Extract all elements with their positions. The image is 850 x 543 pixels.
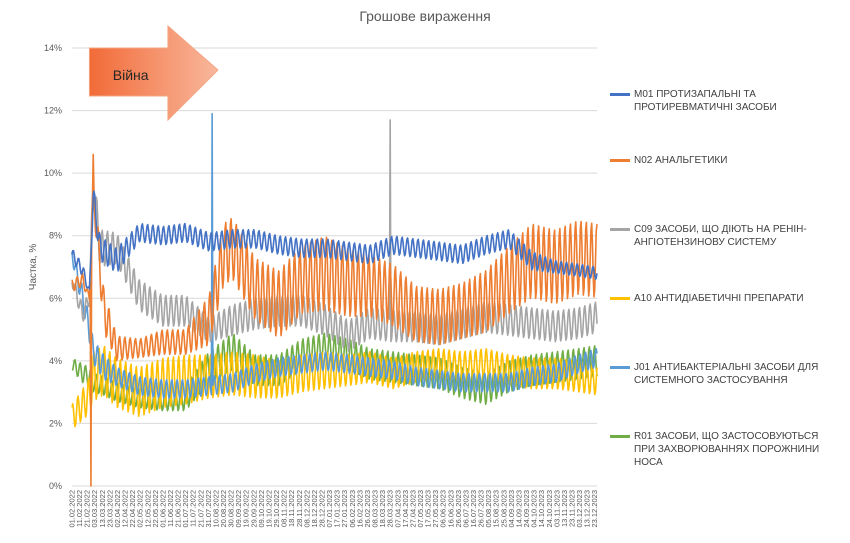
y-tick-label: 4% (49, 356, 62, 366)
x-tick-label: 07.01.2023 (325, 490, 334, 528)
x-tick-label: 07.05.2023 (416, 490, 425, 528)
x-tick-label: 02.04.2022 (113, 490, 122, 528)
x-tick-label: 27.05.2023 (431, 490, 440, 528)
x-tick-label: 25.08.2023 (499, 490, 508, 528)
x-tick-label: 02.05.2022 (136, 490, 145, 528)
x-tick-label: 08.03.2023 (371, 490, 380, 528)
x-tick-label: 29.10.2022 (272, 490, 281, 528)
series-line-j01 (71, 112, 598, 399)
x-tick-label: 26.07.2023 (477, 490, 486, 528)
x-tick-label: 26.02.2023 (363, 490, 372, 528)
legend-label: M01 ПРОТИЗАПАЛЬНІ ТА ПРОТИРЕВМАТИЧНІ ЗАС… (634, 89, 777, 113)
legend-label: C09 ЗАСОБИ, ЩО ДІЮТЬ НА РЕНІН-АНГІОТЕНЗИ… (634, 224, 807, 248)
x-tick-label: 23.11.2023 (568, 490, 577, 527)
x-tick-label: 16.07.2023 (469, 490, 478, 528)
legend-swatch (610, 228, 630, 231)
x-tick-label: 13.11.2023 (560, 490, 569, 527)
x-tick-label: 31.07.2022 (204, 490, 213, 528)
legend-swatch (610, 93, 630, 96)
legend-swatch (610, 297, 630, 300)
y-tick-label: 8% (49, 231, 62, 241)
x-tick-label: 11.07.2022 (189, 490, 198, 527)
series-line-n02 (71, 153, 598, 487)
x-tick-label: 01.06.2022 (158, 490, 167, 528)
x-tick-label: 21.06.2022 (174, 490, 183, 528)
x-tick-label: 03.11.2023 (552, 490, 561, 527)
x-tick-label: 04.09.2023 (507, 490, 516, 528)
y-tick-label: 12% (44, 106, 62, 116)
x-tick-label: 06.07.2023 (461, 490, 470, 528)
y-tick-label: 14% (44, 43, 62, 53)
y-tick-label: 2% (49, 418, 62, 428)
x-tick-label: 22.05.2022 (151, 490, 160, 528)
x-tick-label: 09.09.2022 (234, 490, 243, 528)
x-tick-label: 14.09.2023 (514, 490, 523, 528)
x-tick-label: 10.08.2022 (211, 490, 220, 528)
series-line-m01 (71, 190, 598, 290)
legend-label: N02 АНАЛЬГЕТИКИ (634, 155, 728, 166)
x-tick-label: 12.04.2022 (121, 490, 130, 528)
x-tick-label: 17.01.2023 (333, 490, 342, 528)
legend-label: A10 АНТИДІАБЕТИЧНІ ПРЕПАРАТИ (634, 293, 804, 304)
x-tick-label: 16.06.2023 (446, 490, 455, 528)
x-tick-label: 07.04.2023 (393, 490, 402, 528)
x-tick-label: 24.10.2023 (545, 490, 554, 528)
x-tick-label: 13.03.2022 (98, 490, 107, 528)
legend-label: J01 АНТИБАКТЕРІАЛЬНІ ЗАСОБИ ДЛЯ СИСТЕМНО… (634, 362, 819, 386)
x-tick-label: 21.02.2022 (83, 490, 92, 528)
x-tick-label: 12.05.2022 (143, 490, 152, 528)
series-line-c09 (71, 119, 598, 352)
y-tick-label: 0% (49, 481, 62, 491)
x-tick-label: 03.12.2023 (575, 490, 584, 528)
legend-swatch (610, 159, 630, 162)
war-label: Війна (113, 67, 149, 83)
x-tick-label: 22.04.2022 (128, 490, 137, 528)
y-tick-label: 10% (44, 168, 62, 178)
x-tick-label: 18.12.2022 (310, 490, 319, 528)
x-tick-label: 16.02.2023 (355, 490, 364, 528)
x-tick-label: 15.08.2023 (492, 490, 501, 528)
x-tick-label: 04.10.2023 (530, 490, 539, 528)
x-tick-label: 06.06.2023 (439, 490, 448, 528)
x-tick-label: 03.03.2022 (90, 490, 99, 528)
x-tick-label: 17.04.2023 (401, 490, 410, 528)
x-tick-label: 26.06.2023 (454, 490, 463, 528)
y-axis-label: Частка, % (28, 244, 39, 291)
x-tick-label: 23.12.2023 (590, 490, 599, 528)
x-tick-label: 19.09.2022 (242, 490, 251, 528)
x-tick-label: 28.03.2023 (386, 490, 395, 528)
x-tick-label: 08.11.2022 (280, 490, 289, 527)
x-tick-label: 06.02.2023 (348, 490, 357, 528)
x-tick-label: 28.12.2022 (318, 490, 327, 528)
x-tick-label: 11.02.2022 (75, 490, 84, 527)
x-tick-label: 20.08.2022 (219, 490, 228, 528)
x-tick-label: 05.08.2023 (484, 490, 493, 528)
y-tick-label: 6% (49, 293, 62, 303)
plot-area: Війна 0% 2% 4% 6% 8% 10% 12% 14% Частка, % 01.02.… (28, 24, 599, 528)
x-tick-label: 11.06.2022 (166, 490, 175, 527)
legend-label: R01 ЗАСОБИ, ЩО ЗАСТОСОВУЮТЬСЯ ПРИ ЗАХВОР… (634, 431, 820, 468)
x-tick-label: 18.11.2022 (287, 490, 296, 527)
x-tick-label: 23.03.2022 (105, 490, 114, 528)
x-tick-label: 19.10.2022 (264, 490, 273, 528)
legend-swatch (610, 435, 630, 438)
x-tick-label: 08.12.2022 (302, 490, 311, 528)
x-tick-label: 24.09.2023 (522, 490, 531, 528)
x-tick-label: 14.10.2023 (537, 490, 546, 528)
legend-swatch (610, 366, 630, 369)
x-tick-label: 30.08.2022 (227, 490, 236, 528)
x-tick-label: 18.03.2023 (378, 490, 387, 528)
x-tick-label: 28.11.2022 (295, 490, 304, 527)
x-tick-label: 01.07.2022 (181, 490, 190, 528)
chart-title: Грошове вираження (359, 8, 491, 24)
x-tick-label: 13.12.2023 (583, 490, 592, 528)
x-tick-label: 09.10.2022 (257, 490, 266, 528)
x-tick-label: 29.09.2022 (249, 490, 258, 528)
x-tick-label: 27.01.2023 (340, 490, 349, 528)
war-arrow (88, 24, 219, 122)
x-tick-label: 21.07.2022 (196, 490, 205, 528)
x-tick-label: 27.04.2023 (408, 490, 417, 528)
x-tick-label: 01.02.2022 (68, 490, 77, 528)
x-tick-label: 17.05.2023 (424, 490, 433, 528)
